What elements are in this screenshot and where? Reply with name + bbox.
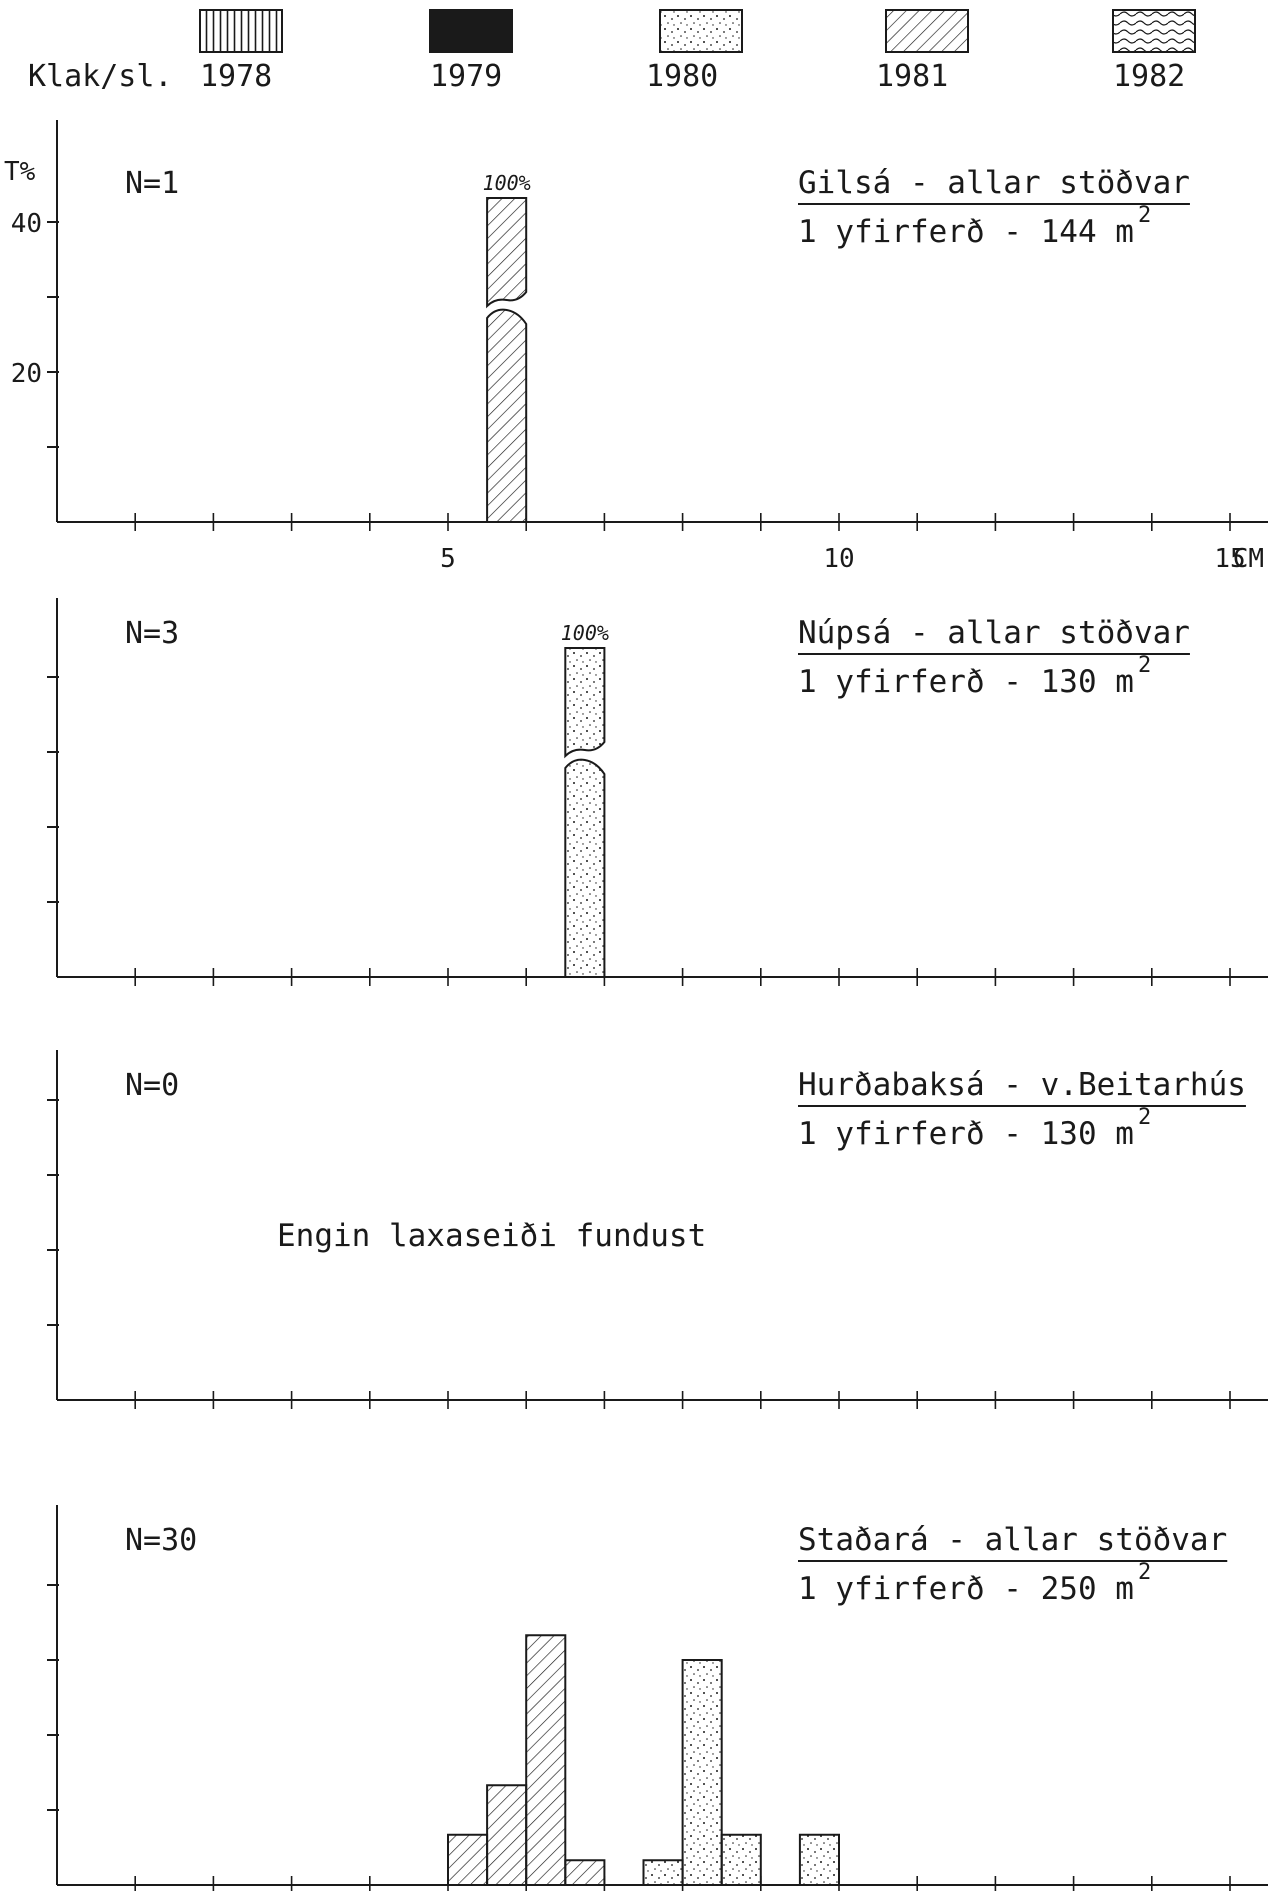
bar-1981-1 <box>486 1784 528 1886</box>
bar-1980-7 <box>798 1833 841 1886</box>
legend-year-1981: 1981 <box>876 59 948 94</box>
legend-year-1980: 1980 <box>646 59 718 94</box>
legend-item-1980: 1980 <box>646 9 743 94</box>
bar-1980-4 <box>642 1859 684 1886</box>
legend-item-1979: 1979 <box>429 9 513 94</box>
bar-1981-lower <box>486 308 528 523</box>
panel-title: Staðará - allar stöðvar <box>798 1522 1227 1558</box>
legend-swatch-1978 <box>199 9 283 53</box>
subtitle-superscript: 2 <box>1138 653 1151 678</box>
subtitle-superscript: 2 <box>1138 203 1151 228</box>
legend-year-1982: 1982 <box>1113 59 1185 94</box>
subtitle-superscript: 2 <box>1138 1560 1151 1585</box>
bar-1981-0 <box>447 1833 489 1886</box>
y-tick-label: 20 <box>11 359 42 389</box>
subtitle-text: 1 yfirferð - 130 m <box>798 664 1134 700</box>
legend-year-1978: 1978 <box>200 59 272 94</box>
legend-swatch-1979 <box>429 9 513 53</box>
subtitle-superscript: 2 <box>1138 1105 1151 1130</box>
bar-value-label: 100% <box>483 171 531 195</box>
subtitle-text: 1 yfirferð - 144 m <box>798 214 1134 250</box>
sample-size-label: N=0 <box>125 1068 179 1103</box>
x-tick-label: 5 <box>440 544 456 574</box>
subtitle-text: 1 yfirferð - 250 m <box>798 1571 1134 1607</box>
legend-swatch-1981 <box>885 9 969 53</box>
bar-1980-5 <box>681 1659 723 1886</box>
legend-swatch-1982 <box>1112 9 1196 53</box>
bar-1980-6 <box>720 1833 762 1886</box>
bar-value-label: 100% <box>561 621 609 645</box>
bar-1981-3 <box>564 1859 606 1886</box>
panel-title: Gilsá - allar stöðvar <box>798 165 1190 201</box>
panel-title: Núpsá - allar stöðvar <box>798 615 1190 651</box>
sample-size-label: N=30 <box>125 1523 197 1558</box>
subtitle-text: 1 yfirferð - 130 m <box>798 1116 1134 1152</box>
bar-1981-2 <box>525 1634 567 1886</box>
sample-size-label: N=1 <box>125 166 179 201</box>
bar-1980-lower <box>564 758 606 978</box>
x-axis-label: CM <box>1233 544 1264 574</box>
legend: Klak/sl. 1978 1979 1980 1981 1982 <box>28 9 1196 94</box>
panel-title: Hurðabaksá - v.Beitarhús <box>798 1067 1246 1103</box>
y-tick-label: 40 <box>11 209 42 239</box>
legend-item-1978: 1978 <box>199 9 283 94</box>
y-axis-label: T% <box>4 157 36 187</box>
x-tick-label: 15 <box>1214 544 1245 574</box>
legend-swatch-1980 <box>659 9 743 53</box>
legend-items: 1978 1979 1980 1981 1982 <box>199 9 1196 94</box>
legend-item-1981: 1981 <box>876 9 969 94</box>
legend-prefix: Klak/sl. <box>28 59 173 94</box>
legend-item-1982: 1982 <box>1112 9 1196 94</box>
x-tick-label: 10 <box>823 544 854 574</box>
bar-1981-upper <box>486 197 528 309</box>
bar-1980-upper <box>564 647 606 759</box>
sample-size-label: N=3 <box>125 616 179 651</box>
no-data-message: Engin laxaseiði fundust <box>277 1218 706 1254</box>
legend-year-1979: 1979 <box>430 59 502 94</box>
